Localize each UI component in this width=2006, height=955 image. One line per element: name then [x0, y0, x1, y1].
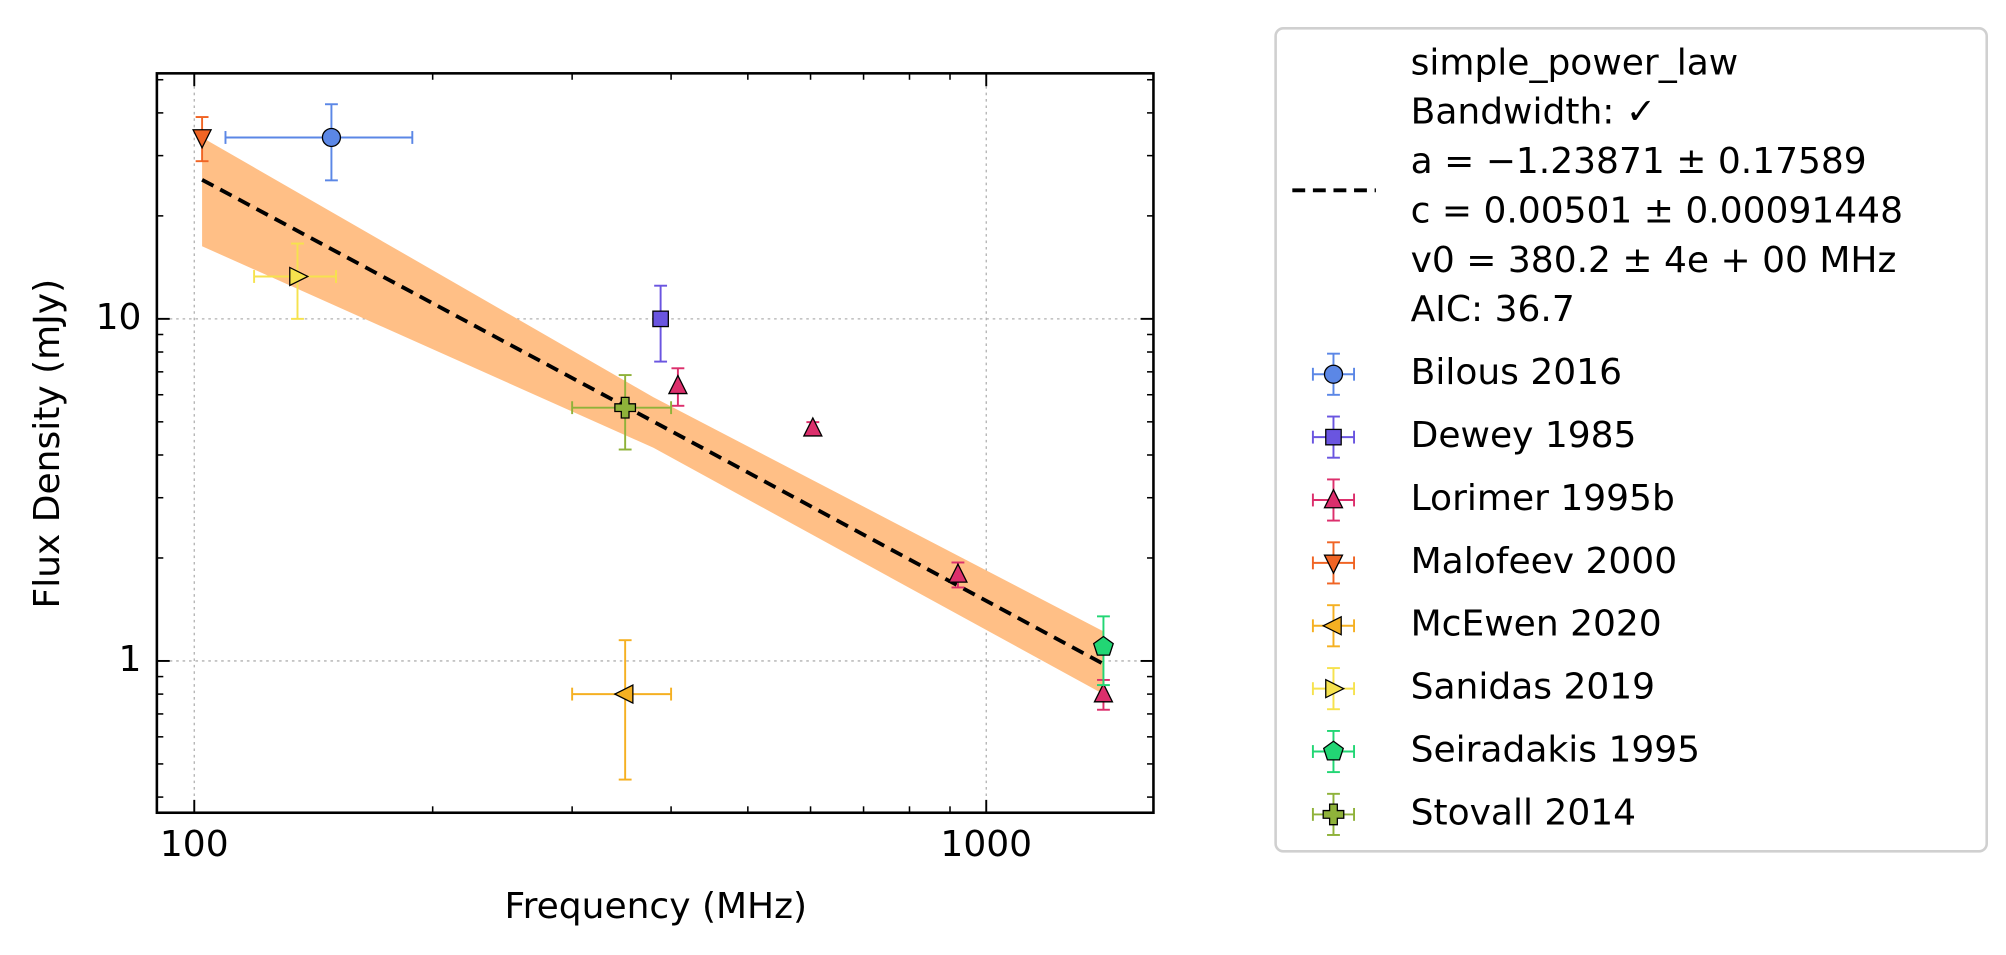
- x-axis-label: Frequency (MHz): [505, 886, 808, 927]
- x-error-bar: [224, 131, 414, 144]
- fit-line: [201, 178, 1105, 666]
- fit-band: [202, 137, 1104, 695]
- marker: [289, 266, 310, 287]
- marker: [667, 374, 688, 395]
- legend-marker: [1323, 364, 1344, 384]
- legend-label: Bilous 2016: [1411, 352, 1622, 393]
- legend-marker: [1322, 740, 1345, 761]
- legend-marker: [1322, 803, 1345, 826]
- legend-marker: [1323, 554, 1344, 575]
- legend-marker: [1325, 428, 1342, 446]
- y-axis-label: Flux Density (mJy): [27, 279, 68, 609]
- x-tick-label: 1000: [940, 824, 1032, 865]
- plot-frame: [155, 72, 1155, 815]
- marker: [1093, 682, 1114, 703]
- legend-text: simple_power_law: [1411, 42, 1739, 83]
- legend-label: Stovall 2014: [1411, 792, 1636, 833]
- legend-text: a = −1.23871 ± 0.17589: [1411, 141, 1867, 182]
- marker: [192, 129, 213, 150]
- legend-marker: [1321, 615, 1342, 636]
- legend-text: c = 0.00501 ± 0.00091448: [1411, 190, 1903, 231]
- marker: [614, 396, 637, 419]
- legend-error: [1311, 541, 1356, 585]
- marker: [802, 416, 823, 437]
- marker: [613, 684, 634, 705]
- marker: [652, 310, 669, 328]
- marker: [947, 562, 968, 583]
- legend-label: Lorimer 1995b: [1411, 478, 1675, 519]
- x-tick-label: 100: [160, 824, 229, 865]
- legend-marker: [1323, 488, 1344, 509]
- legend-label: Malofeev 2000: [1411, 541, 1677, 582]
- y-error-bar: [618, 639, 632, 781]
- legend-marker: [1325, 678, 1346, 699]
- legend-text: AIC: 36.7: [1411, 289, 1575, 330]
- marker: [1092, 635, 1114, 656]
- legend-text: v0 = 380.2 ± 4e + 00 MHz: [1411, 240, 1897, 281]
- legend-frame: [1274, 27, 1988, 853]
- legend-label: Dewey 1985: [1411, 415, 1637, 456]
- legend-label: Sanidas 2019: [1411, 667, 1655, 708]
- y-tick-label: 1: [119, 639, 142, 680]
- legend-label: McEwen 2020: [1411, 604, 1662, 645]
- y-tick-label: 10: [96, 297, 142, 338]
- legend-text: Bandwidth: ✓: [1411, 92, 1656, 133]
- marker: [321, 127, 342, 148]
- legend-label: Seiradakis 1995: [1411, 730, 1700, 771]
